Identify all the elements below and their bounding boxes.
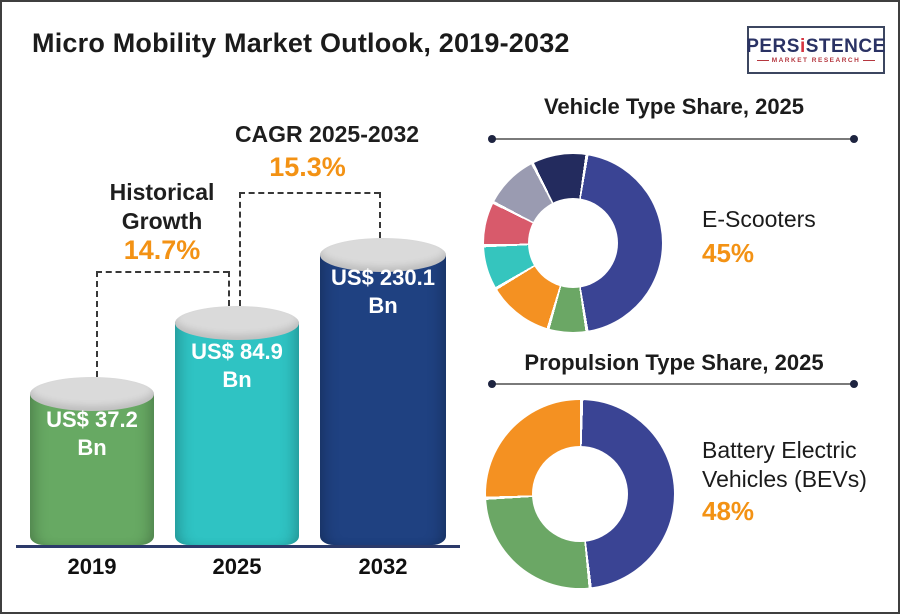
bar-2025-value-label: US$ 84.9 Bn [175,338,299,394]
propulsion-type-donut-chart [486,400,674,588]
historical-bracket-right-dash [228,271,230,306]
brand-logo: PERSiSTENCE MARKET RESEARCH [746,26,886,74]
bar-2032-value-line1: US$ 230.1 [331,265,435,290]
bar-2019-value-label: US$ 37.2 Bn [30,406,154,462]
separator-dot-right-2 [850,380,858,388]
bar-2019-top-ellipse [30,377,154,411]
historical-bracket-top-dash [96,271,229,273]
x-axis-baseline [16,545,460,548]
x-axis-label-2019: 2019 [67,554,117,579]
historical-growth-line2: Growth [121,208,203,234]
brand-part1: PERS [746,35,800,57]
vehicle-type-highlight-label: E-Scooters [702,206,816,232]
brand-part2: STENCE [805,35,886,57]
propulsion-type-highlight-label: Battery Electric Vehicles (BEVs) [702,436,898,494]
propulsion-type-section-title: Propulsion Type Share, 2025 [524,350,824,375]
brand-logo-wordmark: PERSiSTENCE [746,37,886,56]
vehicle-type-separator-line [492,138,855,140]
bar-2019-value-line1: US$ 37.2 [46,407,138,432]
x-axis-label-2025: 2025 [212,554,262,579]
bar-2032-top-ellipse [320,238,446,272]
brand-tagline-row: MARKET RESEARCH [757,57,875,64]
bar-2025-top-ellipse [175,306,299,340]
tagline-right-rule [863,59,875,61]
bar-2025-value-line2: Bn [222,367,252,392]
cagr-bracket-right-dash [379,192,381,238]
bar-2032 [320,255,446,545]
donut-hole [528,198,618,288]
x-axis-label-2032: 2032 [358,554,408,579]
brand-tagline: MARKET RESEARCH [771,56,861,64]
vehicle-type-section-title: Vehicle Type Share, 2025 [543,94,805,119]
cagr-bracket-top-dash [239,192,380,194]
bar-2032-value-line2: Bn [368,293,398,318]
vehicle-type-highlight-value: 45% [702,238,755,268]
separator-dot-right-1 [850,135,858,143]
cagr-bracket-left-dash [239,192,241,306]
propulsion-type-separator-line [492,383,855,385]
bar-2019-value-line2: Bn [77,435,107,460]
separator-dot-left-1 [488,135,496,143]
historical-growth-value: 14.7% [123,235,201,265]
bar-2032-value-label: US$ 230.1 Bn [320,264,446,320]
bar-2025 [175,322,299,545]
separator-dot-left-2 [488,380,496,388]
propulsion-highlight-line1: Battery Electric [702,437,857,463]
tagline-left-rule [757,59,769,61]
propulsion-highlight-line2: Vehicles (BEVs) [702,466,867,492]
bar-2025-value-line1: US$ 84.9 [191,339,283,364]
vehicle-type-donut-chart [484,154,662,332]
historical-growth-label: Historical Growth [87,178,237,236]
bar-2019 [30,394,154,545]
cagr-label: CAGR 2025-2032 [234,121,420,147]
historical-growth-line1: Historical [109,179,215,205]
cagr-value: 15.3% [269,152,346,182]
propulsion-type-highlight-value: 48% [702,496,755,526]
historical-bracket-left-dash [96,271,98,377]
donut-hole [532,446,628,542]
page-title: Micro Mobility Market Outlook, 2019-2032 [32,28,570,58]
brand-accent-letter: i [799,35,806,57]
